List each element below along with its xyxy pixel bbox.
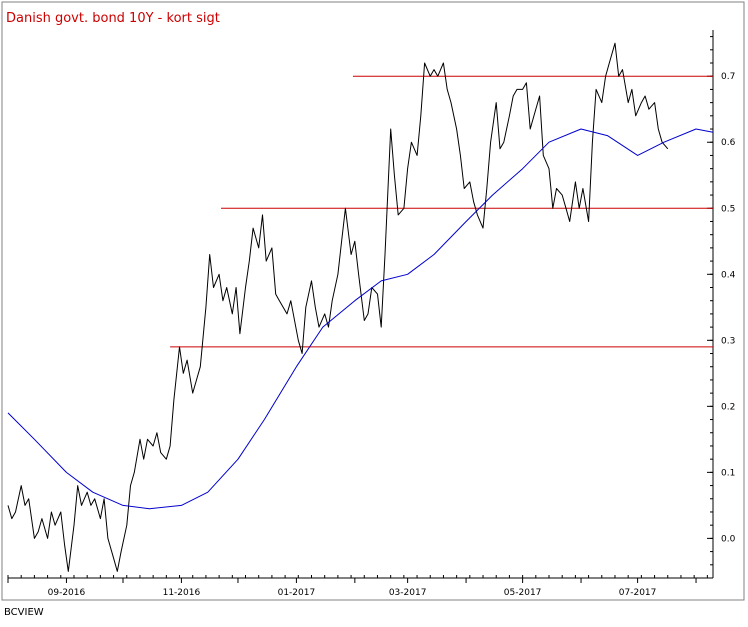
x-axis-ticks: 09-2016 11-2016 01-2017 03-2017 05-2017 07-20… <box>7 578 697 598</box>
plot-series <box>7 42 714 572</box>
y-tick-label: 0.0 <box>721 534 736 544</box>
x-tick-label: 09-2016 <box>48 588 86 598</box>
chart-border <box>1 1 745 601</box>
y-tick-label: 0.4 <box>721 270 736 280</box>
footer-label: BCVIEW <box>4 607 44 618</box>
moving-average-line <box>7 128 714 510</box>
x-tick-label: 07-2017 <box>619 588 657 598</box>
y-tick-label: 0.6 <box>721 138 736 148</box>
y-axis-ticks: 0.0 0.1 0.2 0.3 0.4 0.5 0.6 0.7 <box>707 72 736 544</box>
x-tick-label: 11-2016 <box>163 588 201 598</box>
x-tick-label: 05-2017 <box>504 588 542 598</box>
x-minor-ticks <box>7 575 708 578</box>
y-tick-label: 0.3 <box>721 336 735 346</box>
horizontal-level-lines <box>170 75 713 348</box>
x-tick-label: 01-2017 <box>278 588 316 598</box>
y-tick-label: 0.2 <box>721 402 735 412</box>
price-series-line <box>7 42 669 572</box>
y-minor-ticks <box>710 36 713 566</box>
x-tick-label: 03-2017 <box>389 588 427 598</box>
y-tick-label: 0.5 <box>721 204 735 214</box>
y-tick-label: 0.7 <box>721 72 735 82</box>
y-tick-label: 0.1 <box>721 468 735 478</box>
chart-title: Danish govt. bond 10Y - kort sigt <box>6 11 220 26</box>
